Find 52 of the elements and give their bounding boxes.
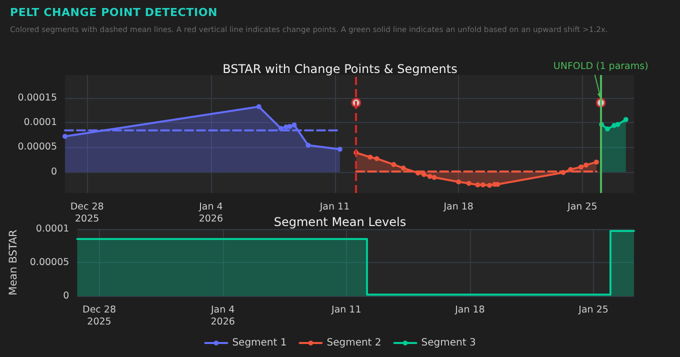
x-tick-label: Jan 18	[454, 304, 485, 316]
x-tick-label: Jan 4 2026	[210, 304, 235, 328]
point	[427, 174, 432, 179]
point	[374, 156, 380, 162]
point	[456, 179, 462, 184]
y-tick-label: 0.00005	[18, 142, 57, 153]
point	[287, 124, 292, 129]
point	[480, 182, 486, 188]
point	[466, 180, 472, 186]
point	[400, 166, 406, 171]
point	[475, 182, 480, 188]
point	[560, 170, 566, 175]
y-tick-label: 0.0001	[36, 224, 70, 234]
point	[292, 122, 297, 128]
point	[604, 126, 610, 132]
x-tick-label: Jan 18	[442, 202, 474, 212]
legend-label: Segment 3	[421, 338, 476, 348]
chart-title: Segment Mean Levels	[274, 215, 406, 229]
x-tick-label: Dec 28 2025	[82, 304, 116, 328]
legend-label: Segment 2	[326, 338, 382, 348]
point	[432, 174, 437, 180]
legend-label: Segment 1	[232, 338, 287, 348]
point	[62, 134, 68, 139]
point	[578, 164, 584, 170]
y-tick-label: 0.00005	[30, 257, 70, 268]
y-tick-label: 0.0001	[24, 116, 57, 128]
x-tick-label: Jan 11	[330, 304, 362, 316]
point	[421, 172, 426, 177]
point	[594, 160, 599, 165]
point	[368, 154, 373, 160]
point	[278, 126, 284, 131]
point	[337, 146, 342, 152]
x-tick-label: Jan 25	[578, 304, 608, 316]
x-tick-label: Jan 4 2026	[198, 202, 224, 224]
y-tick-label: 0.00015	[18, 92, 57, 104]
annotation: UNFOLD (1 params)	[553, 61, 648, 72]
text: PELT CHANGE POINT DETECTION	[10, 6, 219, 19]
point	[615, 122, 620, 127]
chart-title: BSTAR with Change Points & Segments	[222, 62, 458, 76]
x-tick-label: Jan 11	[318, 202, 350, 212]
y-axis-title: Mean BSTAR	[8, 230, 20, 296]
point	[306, 142, 311, 148]
point	[487, 182, 492, 188]
point	[391, 162, 396, 168]
point	[584, 162, 589, 168]
x-tick-label: Jan 25	[566, 202, 598, 212]
x-tick-label: Dec 28 2025	[70, 202, 104, 224]
point	[623, 117, 628, 122]
y-tick-label: 0	[50, 166, 57, 178]
y-tick-label: 0	[63, 290, 70, 302]
point	[256, 104, 262, 110]
point	[568, 167, 574, 172]
